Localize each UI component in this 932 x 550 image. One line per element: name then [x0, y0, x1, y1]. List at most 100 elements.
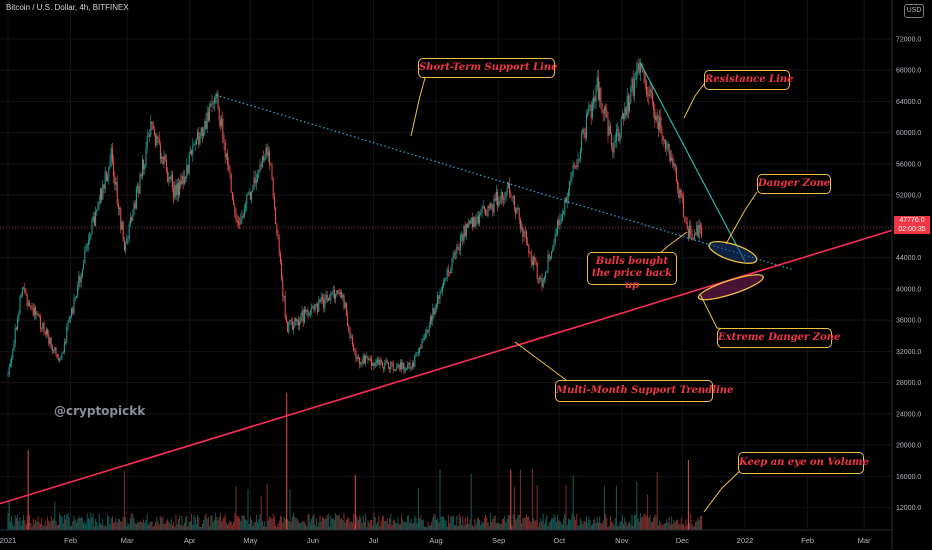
- candle-body: [450, 269, 452, 274]
- volume-bar: [211, 515, 213, 530]
- volume-bar: [44, 520, 46, 530]
- volume-bar: [86, 513, 88, 530]
- volume-bar: [631, 514, 633, 530]
- volume-bar: [456, 515, 458, 530]
- candle-body: [336, 290, 338, 294]
- candle-body: [301, 310, 303, 317]
- candle-body: [429, 316, 431, 326]
- candle-body: [285, 317, 287, 323]
- volume-bar: [536, 485, 538, 530]
- volume-bar: [501, 519, 503, 530]
- candle-body: [243, 208, 245, 217]
- volume-bar: [505, 522, 507, 530]
- candle-body: [557, 220, 559, 234]
- currency-badge[interactable]: USD: [904, 4, 924, 18]
- candle-body: [205, 121, 207, 129]
- volume-bar: [289, 489, 291, 530]
- candle-body: [187, 165, 189, 174]
- candle-body: [338, 293, 340, 295]
- volume-bar: [606, 517, 608, 530]
- volume-bar: [91, 517, 93, 530]
- candle-body: [371, 359, 373, 366]
- volume-bar: [315, 518, 317, 530]
- volume-bar: [615, 485, 617, 530]
- volume-bar: [176, 524, 178, 530]
- candle-body: [263, 156, 265, 161]
- candle-body: [300, 316, 302, 323]
- volume-bar: [494, 515, 496, 530]
- volume-bar: [48, 520, 50, 530]
- candle-body: [660, 116, 662, 133]
- candle-body: [527, 242, 529, 246]
- candle-body: [32, 308, 34, 316]
- candle-body: [237, 220, 239, 224]
- volume-bar: [650, 522, 652, 530]
- candle-body: [510, 193, 512, 198]
- candle-body: [380, 360, 382, 363]
- volume-bar: [32, 518, 34, 530]
- candle-body: [24, 287, 26, 293]
- volume-bar: [224, 514, 226, 530]
- volume-bar: [323, 518, 325, 530]
- pointer-volume: [703, 469, 742, 513]
- candle-body: [522, 227, 524, 237]
- volume-bar: [450, 516, 452, 530]
- candle-body: [69, 316, 71, 319]
- candle-body: [51, 346, 53, 351]
- volume-bar: [141, 522, 143, 530]
- candle-body: [265, 147, 267, 159]
- price-tick-label: 24000.0: [896, 411, 921, 418]
- candle-body: [390, 361, 392, 370]
- candle-body: [666, 147, 668, 149]
- candle-body: [276, 223, 278, 235]
- time-tick-label: Sep: [492, 536, 505, 545]
- candle-body: [633, 79, 635, 96]
- volume-bar: [553, 514, 555, 530]
- volume-bar: [427, 521, 429, 530]
- candle-body: [512, 195, 514, 198]
- candle-body: [428, 325, 430, 332]
- volume-bar: [54, 501, 56, 530]
- candle-body: [696, 225, 698, 235]
- volume-bar: [338, 514, 340, 530]
- candle-body: [601, 103, 603, 113]
- candle-body: [141, 160, 143, 177]
- volume-bar: [435, 520, 437, 530]
- candle-body: [479, 214, 481, 224]
- candle-body: [621, 113, 623, 120]
- candle-body: [50, 337, 52, 347]
- volume-bar: [333, 519, 335, 530]
- volume-bar: [39, 523, 41, 530]
- candle-body: [631, 78, 633, 89]
- volume-bar: [669, 524, 671, 530]
- volume-bar: [503, 518, 505, 530]
- candle-body: [180, 180, 182, 185]
- danger-zones: [697, 240, 764, 301]
- volume-bar: [495, 523, 497, 530]
- candle-body: [43, 322, 45, 333]
- volume-bar: [390, 513, 392, 530]
- candle-body: [170, 174, 172, 179]
- candle-body: [230, 174, 232, 193]
- candle-body: [83, 263, 85, 269]
- volume-bar: [45, 525, 47, 530]
- candle-body: [632, 78, 634, 96]
- volume-bar: [677, 519, 679, 530]
- volume-bar: [499, 523, 501, 530]
- candle-body: [156, 136, 158, 145]
- volume-bar: [582, 524, 584, 530]
- candle-body: [79, 276, 81, 283]
- candle-body: [630, 88, 632, 102]
- candle-body: [403, 363, 405, 372]
- volume-bar: [21, 520, 23, 530]
- volume-bar: [179, 515, 181, 530]
- candle-body: [259, 164, 261, 170]
- price-tick-label: 64000.0: [896, 99, 921, 106]
- volume-bar: [111, 515, 113, 530]
- candle-body: [543, 276, 545, 280]
- candle-body: [457, 246, 459, 249]
- volume-bar: [480, 524, 482, 530]
- volume-spike: [286, 393, 288, 530]
- candle-body: [438, 295, 440, 299]
